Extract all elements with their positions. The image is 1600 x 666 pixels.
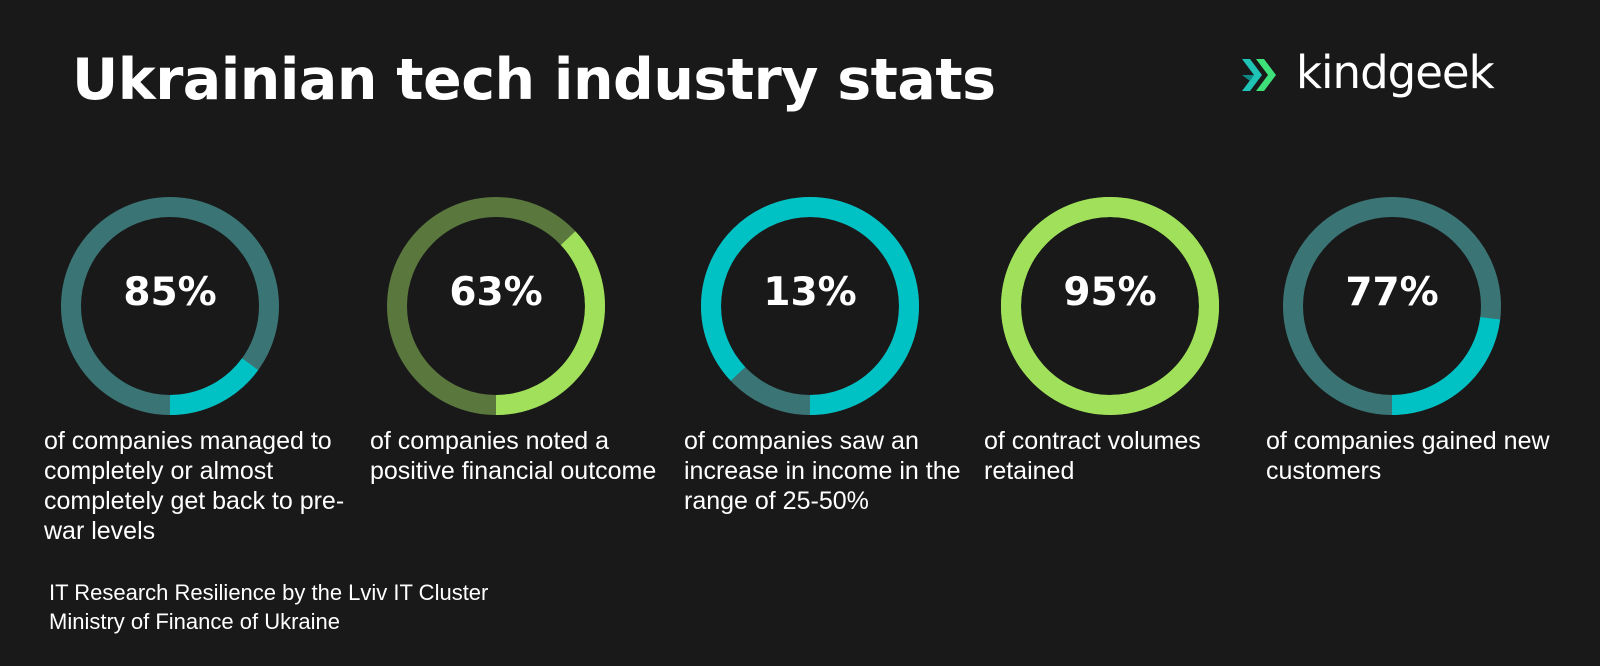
stat-description: of companies saw an increase in income i…: [684, 427, 961, 515]
donut-ring: [700, 196, 920, 416]
brand-name: kindgeek: [1296, 46, 1495, 99]
stat-value: 13%: [763, 270, 857, 315]
donut-ring: [386, 196, 606, 416]
brand-logo: kindgeek: [1242, 46, 1495, 99]
double-chevron-logo-icon: [1242, 58, 1276, 91]
ring-progress: [701, 197, 919, 415]
stat-description: of contract volumes retained: [984, 427, 1201, 485]
donut-ring: [1282, 196, 1502, 416]
stat-value: 95%: [1063, 270, 1157, 315]
stat-description: of companies gained new customers: [1266, 427, 1550, 485]
stat-value: 85%: [123, 270, 217, 315]
ring-progress: [61, 197, 279, 415]
ring-progress: [387, 197, 605, 415]
page-title: Ukrainian tech industry stats: [72, 47, 996, 113]
stat-value: 77%: [1345, 270, 1439, 315]
sources: IT Research Resilience by the Lviv IT Cl…: [49, 578, 488, 636]
donut-ring: [1000, 196, 1220, 416]
ring-progress: [1283, 197, 1501, 415]
stat-value: 63%: [449, 270, 543, 315]
stat-description: of companies managed to completely or al…: [44, 427, 345, 545]
stat-description: of companies noted a positive financial …: [370, 427, 657, 485]
ring-progress: [1001, 197, 1219, 415]
source-line: Ministry of Finance of Ukraine: [49, 609, 340, 634]
donut-ring: [60, 196, 280, 416]
source-line: IT Research Resilience by the Lviv IT Cl…: [49, 580, 489, 605]
